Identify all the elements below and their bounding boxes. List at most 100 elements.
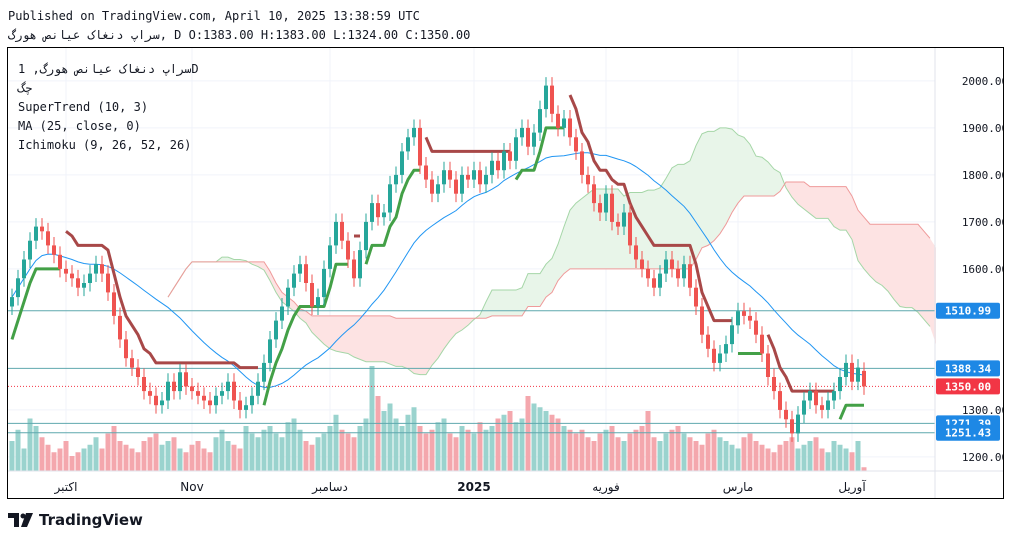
cloud-segment [858,210,864,269]
candle-body [370,203,374,222]
volume-bar [279,437,285,471]
volume-bar [9,441,15,471]
candle-body [148,391,152,396]
brand-label: TradingView [39,511,143,529]
candle-body [82,283,86,288]
volume-bar [309,444,315,471]
candle-body [844,362,848,377]
candle-body [142,377,146,392]
volume-bar [663,433,669,471]
cloud-segment [798,181,804,209]
cloud-segment [408,318,414,374]
candle-body [664,259,668,274]
cloud-segment [330,315,336,352]
chart-frame[interactable]: 2000.00 1900.00 1800.00 1700.00 1600.00 1300.… [7,47,1004,499]
x-tick-label: مارس [723,480,754,495]
candle-body [850,362,854,382]
legend-ma[interactable]: MA (25, close, 0) [18,119,141,133]
supertrend-up [262,262,348,406]
volume-bar [375,396,381,471]
cloud-segment [402,318,408,369]
cloud-segment [786,181,792,198]
candle-body [274,320,278,340]
volume-bar [783,441,789,471]
candle-body [790,419,794,434]
candle-body [826,400,830,410]
candle-body [472,170,476,180]
publish-info: Published on TradingView.com, April 10, … [8,9,420,23]
candle-body [802,400,806,415]
x-tick-label: Nov [180,480,203,494]
cloud-segment [870,224,876,282]
cloud-segment [588,189,594,269]
candle-body [22,259,26,279]
volume-bar [459,426,465,471]
volume-bar [165,441,171,471]
candle-body [256,381,260,396]
senkou-span-a [167,127,931,376]
cloud-segment [846,186,852,240]
cloud-segment [906,224,912,308]
volume-bar [357,426,363,471]
candle-body [70,273,74,279]
price-chart[interactable]: 2000.00 1900.00 1800.00 1700.00 1600.00 1300.… [8,48,1004,499]
candle-body [706,334,710,349]
volume-bar [735,448,741,471]
legend-supertrend[interactable]: SuperTrend (10, 3) [18,100,149,114]
candle-body [688,264,692,288]
candle-body [262,362,266,382]
ohlc-info: سراپ دنغاک عیانص هورگ, D O:1383.00 H:138… [8,28,471,42]
volume-bar [417,426,423,471]
volume-bar [849,452,855,471]
candle-body [592,184,596,204]
volume-bar [711,429,717,471]
candle-body [448,170,452,180]
cloud-segment [354,315,360,360]
candle-body [304,264,308,283]
volume-bar [213,437,219,471]
candle-body [718,353,722,363]
volume-bar [471,433,477,471]
candle-body [670,259,674,269]
cloud-segment [222,257,228,262]
cloud-segment [696,133,702,260]
candle-body [766,353,770,377]
volume-bar [639,426,645,471]
candle-body [100,264,104,274]
volume-bar [645,411,651,471]
volume-bar [495,418,501,471]
volume-bar [225,441,231,471]
tradingview-logo[interactable]: TradingView [8,511,143,529]
cloud-segment [624,192,630,269]
y-tick-label: 1700.00 [962,216,1004,229]
candle-body [196,391,200,396]
volume-bar [585,437,591,471]
candle-body [10,297,14,307]
volume-bar [693,441,699,471]
candle-body [334,221,338,246]
candle-body [160,400,164,406]
cloud-segment [702,131,708,248]
cloud-segment [744,137,750,197]
volume-bar [111,426,117,471]
candle-body [520,127,524,138]
volume-bar [597,433,603,471]
volume-bar [69,456,75,471]
volume-bar [285,422,291,471]
volume-bar [321,433,327,471]
volume-bar [99,448,105,471]
candle-body [496,160,500,171]
candle-body [682,264,686,279]
legend-ichimoku[interactable]: Ichimoku (9, 26, 52, 26) [18,138,192,152]
candle-body [226,381,230,392]
volume-bar [261,429,267,471]
supertrend-up [364,168,420,265]
volume-bar [273,433,279,471]
cloud-segment [732,129,738,213]
candle-body [862,370,866,387]
candle-body [550,85,554,114]
volume-bar [615,437,621,471]
volume-bar [657,441,663,471]
cloud-segment [678,164,684,269]
candle-body [694,287,698,307]
